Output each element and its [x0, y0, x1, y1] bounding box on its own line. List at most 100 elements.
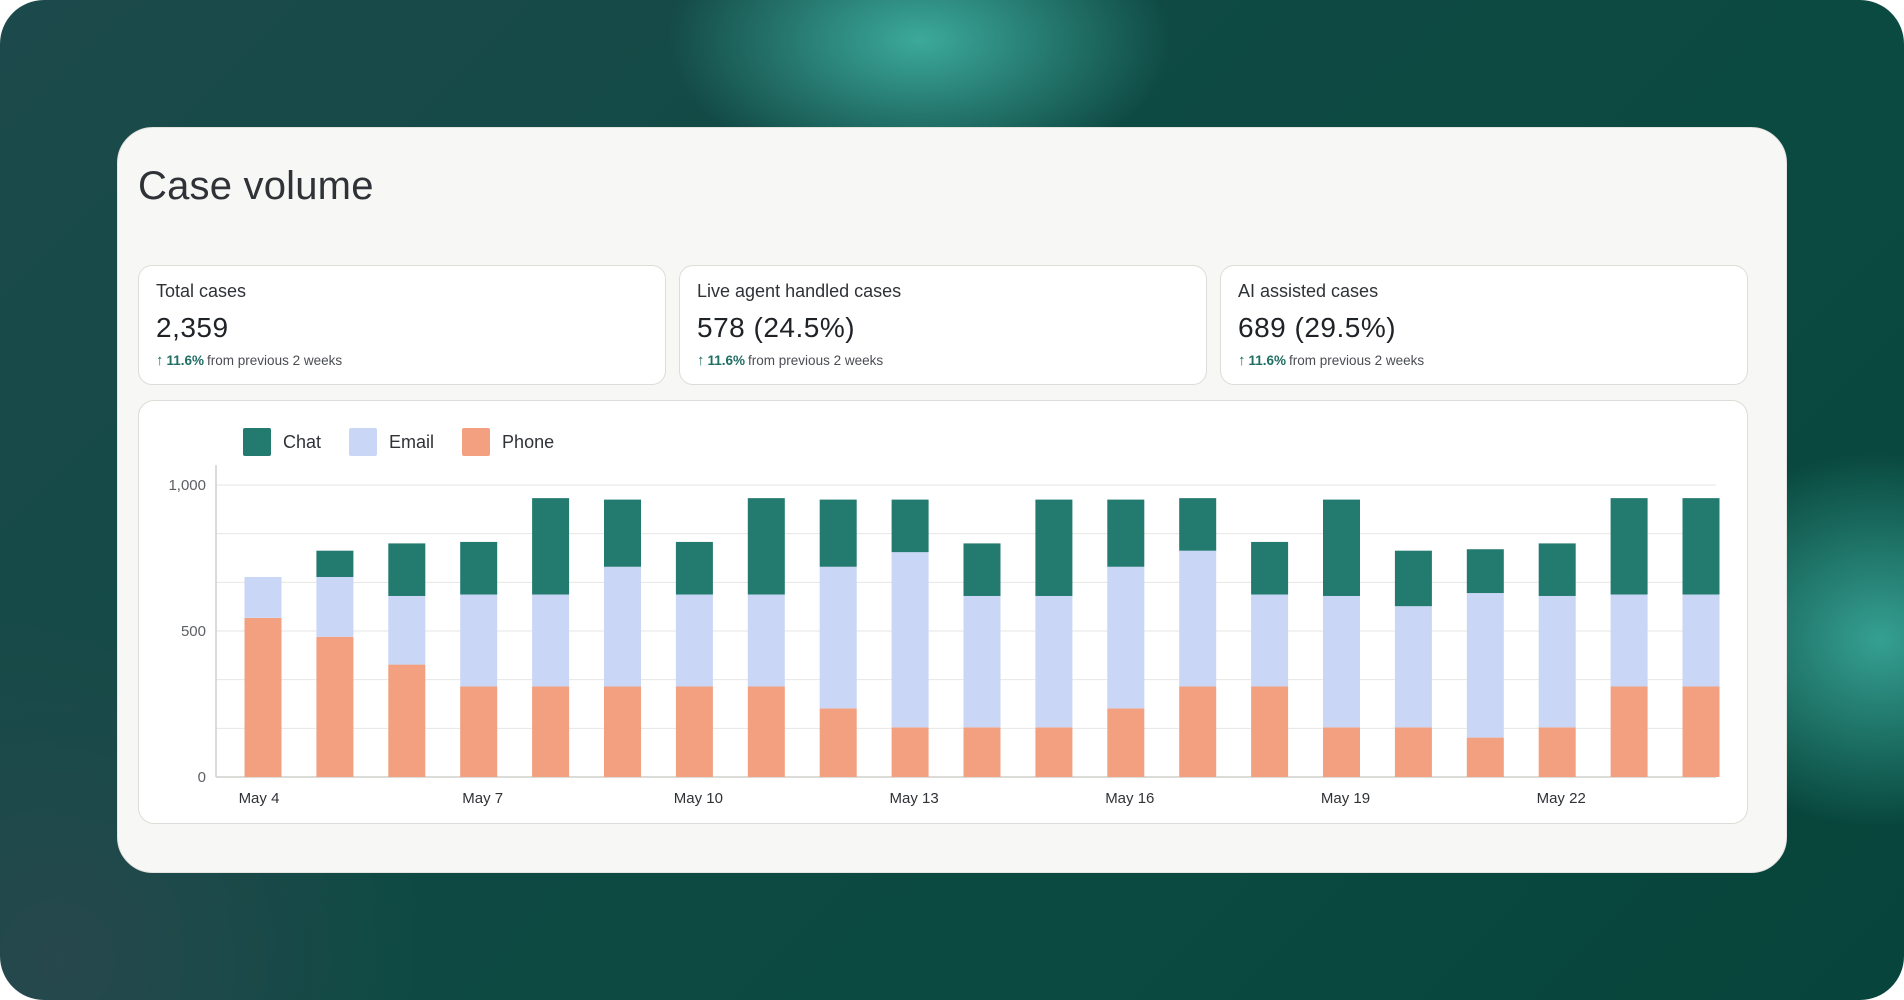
bar-chat	[819, 499, 857, 567]
bar-phone	[675, 686, 713, 777]
chart-card: 0 500 1,000 May 4 May 7 May 10 May 13 May 16 May…	[138, 400, 1748, 824]
x-tick-label: May 7	[462, 790, 503, 807]
stat-card-total-cases: Total cases 2,359 ↑ 11.6% from previous …	[138, 265, 666, 385]
bar-email	[819, 566, 857, 709]
bar-email	[244, 576, 282, 618]
stat-delta: ↑ 11.6% from previous 2 weeks	[697, 353, 883, 368]
bar-chat	[1610, 498, 1648, 595]
stat-label: Total cases	[156, 281, 247, 301]
bar-email	[460, 594, 498, 687]
bar-email	[1466, 593, 1504, 738]
bar-chat	[532, 498, 570, 595]
bar-phone	[1466, 737, 1504, 777]
bar-email	[963, 595, 1001, 728]
legend-item-email[interactable]: Email	[349, 428, 434, 456]
stat-value: 578 (24.5%)	[697, 312, 856, 343]
legend-label-chat: Chat	[283, 431, 322, 452]
bar-email	[747, 594, 785, 687]
bar-chat	[1394, 550, 1432, 607]
legend-swatch-phone	[462, 428, 491, 456]
bar-chat	[675, 541, 713, 595]
bar-phone	[1035, 727, 1073, 777]
bar-chat	[1682, 498, 1720, 595]
bar-chat	[316, 550, 354, 577]
stat-delta: ↑ 11.6% from previous 2 weeks	[156, 353, 342, 368]
bar-phone	[1251, 686, 1289, 777]
bar-email	[1107, 566, 1145, 709]
x-tick-label: May 10	[674, 790, 723, 807]
bar-phone	[1610, 686, 1648, 777]
stat-card-ai-assisted-cases: AI assisted cases 689 (29.5%) ↑ 11.6% fr…	[1220, 265, 1748, 385]
bar-email	[604, 566, 641, 687]
bar-chat	[1107, 499, 1145, 567]
bar-email	[1251, 594, 1289, 687]
chart-legend: Chat Email Phone	[243, 428, 554, 456]
bar-chat	[388, 543, 426, 596]
arrow-up-icon: ↑	[697, 352, 705, 369]
bar-phone	[604, 686, 641, 777]
bar-chat	[1538, 543, 1576, 596]
legend-label-email: Email	[389, 431, 435, 452]
bar-email	[316, 576, 354, 637]
legend-swatch-chat	[243, 428, 271, 456]
case-volume-panel: Case volume Total cases 2,359 ↑ 11.6% fr…	[117, 127, 1787, 873]
x-tick-label: May 16	[1105, 790, 1154, 807]
bar-email	[1179, 550, 1217, 687]
bar-phone	[1107, 708, 1145, 777]
stacked-bar-chart: 0 500 1,000 May 4 May 7 May 10 May 13 May 16 May…	[168, 465, 1720, 807]
bar-chat	[1466, 549, 1504, 594]
arrow-up-icon: ↑	[156, 352, 164, 369]
bar-email	[1323, 595, 1360, 728]
bar-email	[891, 552, 929, 728]
arrow-up-icon: ↑	[1238, 352, 1246, 369]
bar-email	[1538, 595, 1576, 728]
x-tick-label: May 4	[239, 790, 280, 807]
legend-item-phone[interactable]: Phone	[462, 428, 554, 456]
bar-chat	[1251, 541, 1289, 595]
bar-phone	[1538, 727, 1576, 777]
stat-delta-text: from previous 2 weeks	[1289, 353, 1425, 368]
bar-phone	[747, 686, 785, 777]
bar-chat	[891, 499, 929, 553]
bar-email	[1035, 595, 1073, 728]
bar-chat	[1035, 499, 1073, 596]
bar-phone	[891, 727, 929, 777]
stat-value: 689 (29.5%)	[1238, 312, 1397, 343]
bar-phone	[532, 686, 570, 777]
bar-phone	[1682, 686, 1720, 777]
bar-phone	[1394, 727, 1432, 777]
bar-chat	[963, 543, 1001, 596]
bar-chat	[460, 541, 498, 595]
y-tick-label: 1,000	[168, 477, 206, 494]
x-tick-label: May 19	[1321, 790, 1370, 807]
bar-phone	[963, 727, 1001, 777]
stat-label: AI assisted cases	[1238, 281, 1379, 301]
bar-phone	[1323, 727, 1360, 777]
legend-swatch-email	[349, 428, 378, 456]
bar-phone	[388, 664, 426, 777]
stat-delta: ↑ 11.6% from previous 2 weeks	[1238, 353, 1424, 368]
bar-phone	[460, 686, 498, 777]
stat-label: Live agent handled cases	[697, 281, 902, 301]
bar-phone	[1179, 686, 1217, 777]
bar-phone	[244, 617, 282, 777]
bar-phone	[819, 708, 857, 777]
stat-delta-text: from previous 2 weeks	[207, 353, 343, 368]
x-tick-label: May 22	[1537, 790, 1586, 807]
bar-email	[1394, 606, 1432, 728]
y-tick-label: 0	[198, 769, 206, 786]
legend-label-phone: Phone	[502, 431, 555, 452]
bar-chat	[1179, 498, 1217, 551]
stat-card-live-agent-cases: Live agent handled cases 578 (24.5%) ↑ 1…	[679, 265, 1207, 385]
y-tick-label: 500	[181, 623, 206, 640]
bar-chat	[604, 499, 641, 567]
stat-delta-percent: 11.6%	[707, 353, 746, 368]
bar-email	[388, 595, 426, 665]
bar-phone	[316, 636, 354, 777]
page-title: Case volume	[138, 164, 374, 208]
bar-email	[1610, 594, 1648, 687]
x-tick-label: May 13	[889, 790, 938, 807]
bar-email	[1682, 594, 1720, 687]
legend-item-chat[interactable]: Chat	[243, 428, 321, 456]
